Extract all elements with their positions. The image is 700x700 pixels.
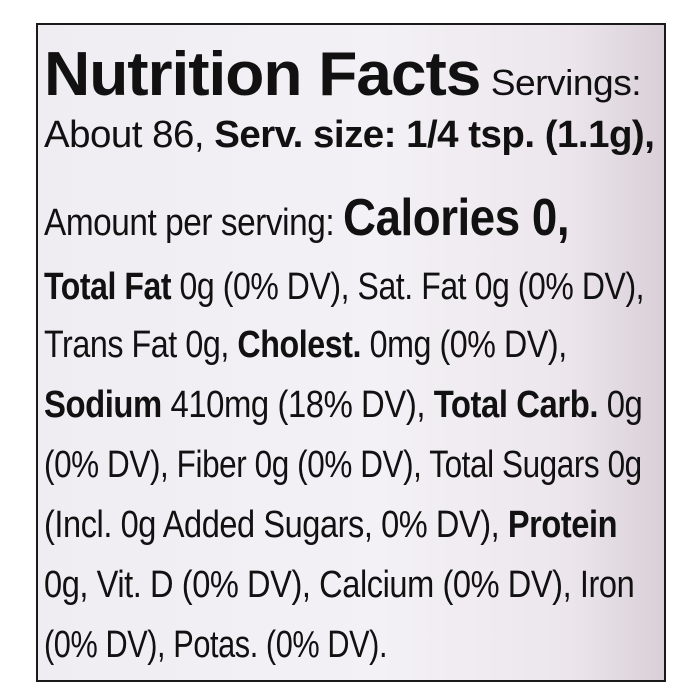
- nutrient-line: Trans Fat 0g, Cholest. 0mg (0% DV),: [44, 323, 567, 367]
- nutrient-line: 0g, Vit. D (0% DV), Calcium (0% DV), Iro…: [44, 563, 635, 607]
- nutrient-text: (Incl. 0g Added Sugars, 0% DV),: [44, 504, 508, 546]
- nutrition-facts-title: Nutrition Facts: [44, 40, 481, 109]
- nutrient-name: Total Fat: [44, 266, 172, 308]
- nutrient-line: (Incl. 0g Added Sugars, 0% DV), Protein: [44, 503, 617, 547]
- nutrient-text: Trans Fat 0g,: [44, 324, 238, 366]
- serving-line: About 86, Serv. size: 1/4 tsp. (1.1g),: [44, 113, 655, 157]
- nutrient-line: (0% DV), Fiber 0g (0% DV), Total Sugars …: [44, 443, 642, 487]
- calories: Calories 0,: [343, 189, 570, 247]
- servings-label: Servings:: [490, 62, 642, 103]
- nutrient-text: 0g (0% DV), Sat. Fat 0g (0% DV),: [171, 266, 645, 308]
- nutrition-facts-panel: Nutrition Facts Servings: About 86, Serv…: [36, 23, 666, 682]
- nutrient-text: (0% DV), Fiber 0g (0% DV), Total Sugars …: [44, 444, 642, 486]
- amount-per-serving: Amount per serving:: [44, 202, 335, 244]
- nutrient-name: Total Carb.: [433, 384, 599, 426]
- nutrient-text: (0% DV), Potas. (0% DV).: [44, 624, 388, 666]
- nutrient-text: 410mg (18% DV),: [161, 384, 434, 426]
- nutrient-text: 0g: [598, 384, 643, 426]
- nutrient-line: Sodium 410mg (18% DV), Total Carb. 0g: [44, 383, 643, 427]
- nutrient-name: Sodium: [44, 384, 162, 426]
- nutrient-name: Cholest.: [237, 324, 362, 366]
- nutrient-text: 0mg (0% DV),: [361, 324, 568, 366]
- servings-value: About 86,: [44, 114, 205, 156]
- nutrient-text: 0g, Vit. D (0% DV), Calcium (0% DV), Iro…: [44, 564, 635, 606]
- nutrient-line: Total Fat 0g (0% DV), Sat. Fat 0g (0% DV…: [44, 265, 645, 309]
- title-line: Nutrition Facts Servings:: [44, 40, 642, 109]
- serving-size: Serv. size: 1/4 tsp. (1.1g),: [214, 114, 655, 156]
- calories-line: Amount per serving: Calories 0,: [44, 189, 570, 247]
- nutrient-line: (0% DV), Potas. (0% DV).: [44, 623, 388, 667]
- nutrient-name: Protein: [507, 504, 618, 546]
